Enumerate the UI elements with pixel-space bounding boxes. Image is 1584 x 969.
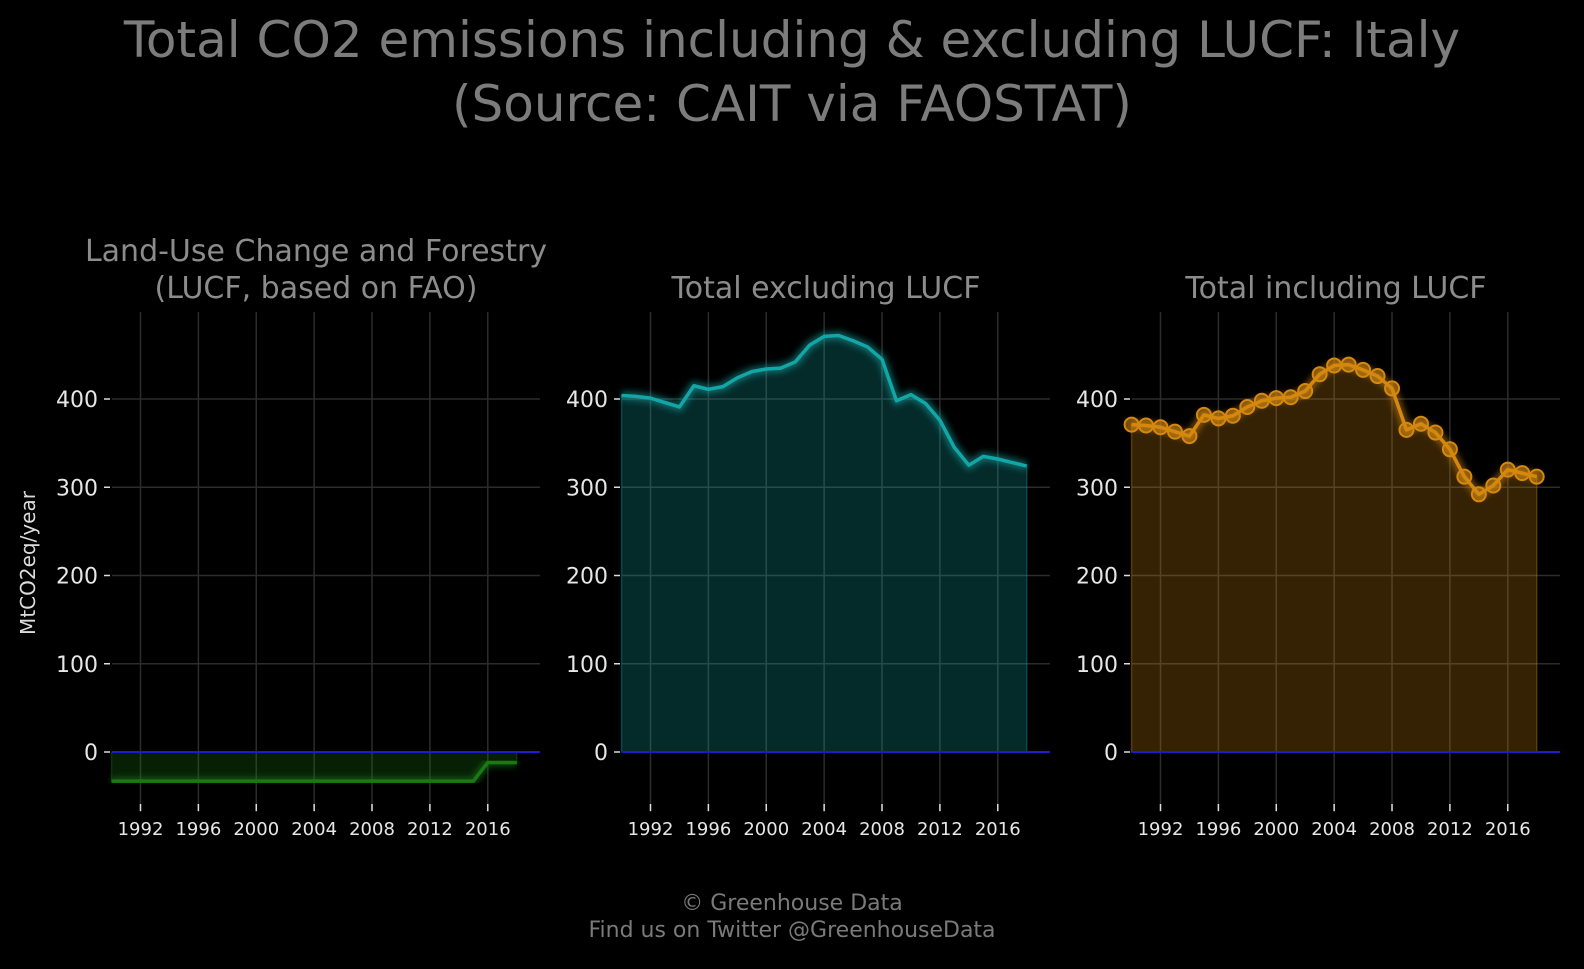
data-point bbox=[1166, 423, 1183, 440]
x-tick-label: 2008 bbox=[349, 819, 395, 840]
x-tick-label: 2012 bbox=[407, 819, 453, 840]
data-point bbox=[1210, 410, 1227, 427]
data-point bbox=[1297, 383, 1314, 400]
panel-title: (LUCF, based on FAO) bbox=[155, 271, 478, 306]
y-tick-label: 0 bbox=[84, 741, 98, 766]
footer-copyright: © Greenhouse Data bbox=[681, 891, 903, 916]
data-point bbox=[1282, 389, 1299, 406]
y-tick-label: 0 bbox=[1104, 741, 1118, 766]
x-tick-label: 2016 bbox=[1485, 819, 1531, 840]
footer: © Greenhouse Data Find us on Twitter @Gr… bbox=[0, 890, 1584, 944]
y-tick-label: 200 bbox=[1076, 565, 1118, 590]
data-point bbox=[1340, 356, 1357, 373]
data-point bbox=[1398, 421, 1415, 438]
x-tick-label: 2012 bbox=[917, 819, 963, 840]
x-tick-label: 2012 bbox=[1427, 819, 1473, 840]
panel-title: Total excluding LUCF bbox=[671, 271, 981, 306]
x-tick-label: 1996 bbox=[1195, 819, 1241, 840]
y-tick-label: 200 bbox=[56, 565, 98, 590]
x-tick-label: 2004 bbox=[1311, 819, 1357, 840]
chart-title-line1: Total CO2 emissions including & excludin… bbox=[123, 11, 1461, 69]
data-point bbox=[1456, 468, 1473, 485]
x-tick-label: 1996 bbox=[175, 819, 221, 840]
x-tick-label: 2000 bbox=[233, 819, 279, 840]
x-tick-label: 2008 bbox=[1369, 819, 1415, 840]
data-point bbox=[1138, 417, 1155, 434]
x-tick-label: 2000 bbox=[743, 819, 789, 840]
x-tick-label: 1996 bbox=[685, 819, 731, 840]
data-point bbox=[1412, 415, 1429, 432]
footer-twitter: Find us on Twitter @GreenhouseData bbox=[588, 918, 996, 943]
series-line bbox=[111, 760, 517, 783]
y-tick-label: 200 bbox=[566, 565, 608, 590]
x-tick-label: 2016 bbox=[465, 819, 511, 840]
y-tick-label: 0 bbox=[594, 741, 608, 766]
data-point bbox=[1195, 406, 1212, 423]
panel-title: Total including LUCF bbox=[1184, 271, 1486, 306]
data-point bbox=[1224, 407, 1241, 424]
data-point bbox=[1514, 465, 1531, 482]
x-tick-label: 2016 bbox=[975, 819, 1021, 840]
panel-2: Total excluding LUCF 0 100 200 300 400 1992 199… bbox=[566, 271, 1050, 840]
panel-title: Land-Use Change and Forestry bbox=[85, 234, 547, 269]
series-area bbox=[1130, 363, 1538, 753]
y-tick-label: 100 bbox=[566, 653, 608, 678]
y-tick-label: 300 bbox=[566, 476, 608, 501]
x-tick-label: 1992 bbox=[628, 819, 674, 840]
y-tick-label: 300 bbox=[1076, 476, 1118, 501]
data-point bbox=[1470, 486, 1487, 503]
data-point bbox=[1239, 398, 1256, 415]
data-point bbox=[1499, 461, 1516, 478]
panel-3: Total including LUCF 0 100 200 300 400 1992 199… bbox=[1076, 271, 1560, 840]
chart-title: Total CO2 emissions including & excludin… bbox=[0, 8, 1584, 136]
data-point bbox=[1441, 441, 1458, 458]
x-tick-label: 2000 bbox=[1253, 819, 1299, 840]
data-point bbox=[1311, 366, 1328, 383]
x-tick-label: 2008 bbox=[859, 819, 905, 840]
panel-1: Land-Use Change and Forestry(LUCF, based… bbox=[16, 234, 547, 840]
data-point bbox=[1152, 419, 1169, 436]
data-point bbox=[1485, 477, 1502, 494]
data-point bbox=[1369, 368, 1386, 385]
x-tick-label: 1992 bbox=[1138, 819, 1184, 840]
y-tick-label: 300 bbox=[56, 476, 98, 501]
y-tick-label: 400 bbox=[56, 388, 98, 413]
x-tick-label: 2004 bbox=[291, 819, 337, 840]
y-axis-label: MtCO2eq/year bbox=[16, 490, 40, 635]
data-point bbox=[1253, 392, 1270, 409]
data-point bbox=[1384, 380, 1401, 397]
y-tick-label: 100 bbox=[1076, 653, 1118, 678]
data-point bbox=[1427, 424, 1444, 441]
data-point bbox=[1181, 428, 1198, 445]
chart-title-line2: (Source: CAIT via FAOSTAT) bbox=[452, 75, 1132, 133]
data-point bbox=[1123, 416, 1140, 433]
x-tick-label: 1992 bbox=[118, 819, 164, 840]
data-point bbox=[1355, 361, 1372, 378]
x-tick-label: 2004 bbox=[801, 819, 847, 840]
y-tick-label: 100 bbox=[56, 653, 98, 678]
y-tick-label: 400 bbox=[566, 388, 608, 413]
data-point bbox=[1528, 468, 1545, 485]
data-point bbox=[1268, 390, 1285, 407]
series-line bbox=[621, 333, 1028, 468]
y-tick-label: 400 bbox=[1076, 388, 1118, 413]
data-point bbox=[1326, 357, 1343, 374]
